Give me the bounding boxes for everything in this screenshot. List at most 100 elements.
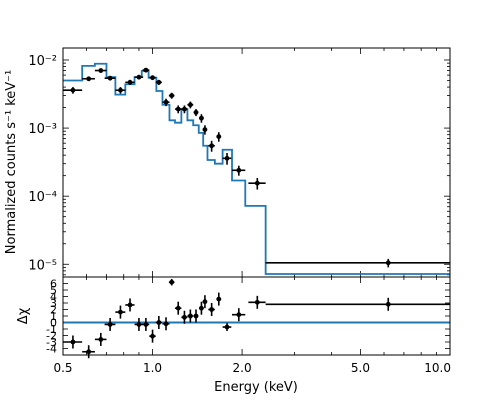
spectrum-data-point-marker [193,109,199,115]
residual-data-point-marker [143,322,149,327]
residual-y-tick-label: -4 [46,343,57,356]
residual-data-point-marker [175,305,181,311]
energy-x-tick-label: 10.0 [424,361,451,375]
spectrum-data-point-marker [98,68,104,73]
spectrum-data-point-marker [163,99,169,105]
residuals-y-axis-label: Δχ [16,307,31,324]
spectrum-data-point [248,177,266,190]
energy-x-tick-label: 2.0 [233,361,252,375]
residual-data-point [94,332,107,346]
residuals-data-points [63,278,450,359]
spectrum-data-point-marker [150,75,155,81]
residual-data-point-marker [98,337,104,342]
residual-data-point-marker [169,279,175,285]
spectrum-data-point [115,87,126,94]
energy-x-tick-label: 1.0 [143,361,162,375]
residual-data-point-marker [163,321,169,327]
spectrum-data-point [202,125,208,135]
spectrum-data-point [149,75,156,81]
residual-data-point-marker [150,333,155,339]
residual-y-tick-label: -2 [46,330,57,343]
spectrum-data-point-marker [199,115,204,121]
residual-data-point-marker [193,313,199,319]
spectrum-data-point [199,114,204,123]
residual-data-point-marker [127,302,133,308]
spectrum-data-point [181,105,188,114]
residual-data-point [222,323,232,331]
residual-data-point-marker [187,313,193,319]
spectrum-data-point-marker [216,134,222,139]
spectrum-data-point [155,79,162,85]
residual-data-point-marker [199,305,204,311]
residual-y-tick-label: -3 [46,336,57,349]
spectrum-data-point [104,75,116,81]
residual-data-point [168,278,175,286]
residual-data-point [208,303,215,316]
residual-data-point [82,345,95,359]
residual-data-point-marker [182,314,187,320]
residual-y-tick-label: -1 [46,323,57,336]
residual-data-point-marker [136,322,142,327]
residual-data-point [232,308,246,322]
energy-x-tick-labels: 0.5 1.0 2.0 5.0 10.0 [53,361,451,375]
residual-data-point [248,295,266,309]
spectrum-data-point-marker [86,76,92,82]
spectrum-data-point-marker [224,155,230,161]
spectrum-data-point [94,68,107,73]
residual-data-point-marker [224,324,230,330]
energy-x-axis-label: Energy (keV) [214,380,298,395]
spectrum-data-point [125,79,135,85]
residual-y-tick-label: 6 [50,278,57,291]
residual-data-point-marker [254,299,260,305]
spectrum-data-points [63,67,450,268]
spectrum-data-point-marker [127,79,133,85]
residual-data-point-marker [202,299,208,305]
spectrum-data-point-marker [236,167,242,173]
spectrum-data-point [232,165,246,176]
residual-data-point [63,335,83,349]
spectrum-data-point-marker [156,79,162,85]
residual-data-point [134,317,144,331]
residual-data-point-marker [236,312,242,318]
spectrum-data-point-marker [169,93,175,98]
spectrum-data-point-marker [202,127,208,132]
spectrum-data-point-marker [70,87,76,93]
residual-data-point-marker [118,309,123,315]
spectrum-data-point [187,101,194,109]
residual-data-point [115,305,126,319]
residual-data-point-marker [216,296,222,302]
spectrum-data-point-marker [107,75,113,81]
residual-data-point-marker [209,307,215,312]
spectrum-data-point [63,87,83,94]
model-step-line [63,62,450,275]
spectrum-y-tick-label: 10⁻⁵ [28,258,57,273]
spectrum-data-point-marker [187,102,193,108]
energy-x-tick-label: 5.0 [351,361,370,375]
residual-data-point [175,301,182,315]
residual-data-point [104,317,116,331]
residual-data-point [142,317,150,331]
spectrum-y-axis-label: Normalized counts s⁻¹ keV⁻¹ [4,70,19,254]
spectrum-data-point [265,258,450,268]
spectrum-data-point [193,109,199,117]
residual-y-tick-label: 0 [50,317,57,330]
spectrum-data-point [162,98,170,107]
spectrum-data-point [175,105,182,114]
residual-y-tick-label: 1 [50,310,57,323]
residual-data-point-marker [156,320,162,325]
residual-data-point [162,317,170,331]
spectrum-data-point-marker [175,106,181,112]
residual-data-point-marker [107,322,113,327]
spectrum-y-tick-label: 10⁻³ [28,122,57,137]
residuals-frame [62,276,451,356]
spectrum-data-point-marker [182,106,187,112]
spectrum-data-point-marker [209,143,215,149]
residual-data-point [199,301,204,315]
residual-y-tick-label: 5 [50,284,57,297]
residual-data-point [149,329,156,343]
spectrum-y-tick-labels: 10⁻² 10⁻³ 10⁻⁴ 10⁻⁵ [28,54,57,273]
energy-x-tick-label: 0.5 [53,361,72,375]
